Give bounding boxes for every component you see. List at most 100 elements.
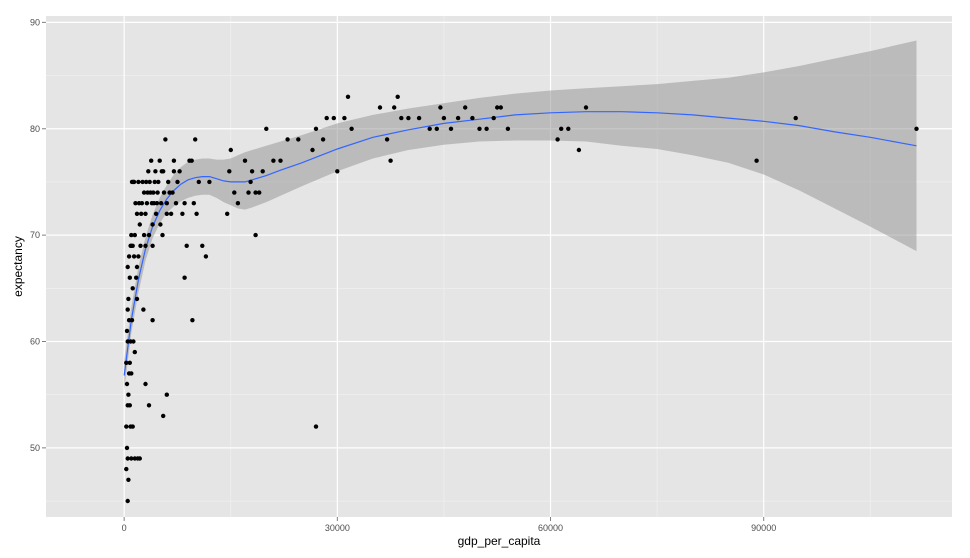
data-point xyxy=(342,115,347,121)
data-point xyxy=(126,296,131,302)
data-point xyxy=(180,211,185,216)
x-axis-ticks: 0 30000 60000 90000 xyxy=(122,517,776,533)
data-point xyxy=(455,115,461,121)
data-point xyxy=(163,137,168,142)
data-point xyxy=(260,169,265,174)
data-point xyxy=(125,307,130,312)
data-point xyxy=(253,190,258,195)
data-point xyxy=(249,169,255,174)
data-point xyxy=(246,190,251,195)
data-point xyxy=(141,232,147,238)
data-point xyxy=(126,254,132,259)
data-point xyxy=(140,179,145,185)
data-point xyxy=(193,137,198,142)
data-point xyxy=(125,264,130,270)
data-point xyxy=(477,126,482,131)
data-point xyxy=(177,169,182,174)
data-point xyxy=(126,477,131,482)
data-point xyxy=(189,158,194,163)
data-point xyxy=(253,232,258,238)
data-point xyxy=(225,211,230,216)
data-point xyxy=(161,413,166,419)
data-point xyxy=(448,126,454,131)
x-tick-label: 30000 xyxy=(325,523,350,533)
data-point xyxy=(388,158,393,163)
data-point xyxy=(125,456,130,461)
data-point xyxy=(384,137,390,142)
data-point xyxy=(257,190,262,195)
data-point xyxy=(171,158,177,163)
data-point xyxy=(399,115,404,121)
data-point xyxy=(134,211,140,216)
data-point xyxy=(232,190,237,195)
data-point xyxy=(200,243,205,248)
data-point xyxy=(124,360,129,365)
data-point xyxy=(161,190,167,195)
y-axis-ticks: 50 60 70 80 90 xyxy=(30,17,46,453)
data-point xyxy=(793,115,798,121)
data-point xyxy=(129,243,134,248)
data-point xyxy=(914,126,919,131)
data-point xyxy=(190,318,195,323)
data-point xyxy=(310,147,315,153)
data-point xyxy=(470,115,475,121)
x-tick-label: 60000 xyxy=(538,523,563,533)
data-point xyxy=(161,169,166,174)
data-point xyxy=(491,115,496,121)
data-point xyxy=(285,137,290,142)
data-point xyxy=(175,179,180,185)
data-point xyxy=(129,318,135,323)
data-point xyxy=(124,328,130,334)
data-point xyxy=(345,94,351,100)
data-point xyxy=(127,360,132,365)
data-point xyxy=(129,371,134,376)
data-point xyxy=(138,243,143,248)
data-point xyxy=(191,201,196,206)
data-point xyxy=(141,190,147,195)
data-point xyxy=(144,179,149,185)
data-point xyxy=(126,392,131,397)
data-point xyxy=(133,201,138,206)
data-point xyxy=(154,201,160,206)
data-point xyxy=(271,158,276,163)
y-tick-label: 60 xyxy=(30,336,40,346)
y-axis-title: expectancy xyxy=(11,236,25,297)
data-point xyxy=(136,254,141,259)
data-point xyxy=(164,211,169,216)
data-point xyxy=(130,286,135,291)
data-point xyxy=(168,211,174,216)
data-point xyxy=(559,126,564,131)
data-point xyxy=(583,105,589,110)
data-point xyxy=(235,201,241,206)
x-tick-label: 0 xyxy=(122,523,127,533)
data-point xyxy=(566,126,571,131)
data-point xyxy=(498,105,503,110)
data-point xyxy=(463,105,468,110)
y-tick-label: 50 xyxy=(30,443,40,453)
data-point xyxy=(248,179,253,185)
data-point xyxy=(349,126,354,131)
data-point xyxy=(153,169,158,174)
data-point xyxy=(441,115,447,121)
data-point xyxy=(143,243,148,248)
data-point xyxy=(754,158,759,163)
data-point xyxy=(129,232,134,238)
data-point xyxy=(127,403,132,408)
data-point xyxy=(141,307,146,312)
data-point xyxy=(150,243,155,248)
x-axis-title: gdp_per_capita xyxy=(458,534,541,548)
data-point xyxy=(146,169,151,174)
data-point xyxy=(182,201,187,206)
data-point xyxy=(320,137,326,142)
data-point xyxy=(313,126,319,131)
data-point xyxy=(196,179,201,185)
data-point xyxy=(124,445,130,451)
data-point xyxy=(130,424,135,429)
data-point xyxy=(137,456,142,461)
data-point xyxy=(151,190,156,195)
data-point xyxy=(170,190,175,195)
data-point xyxy=(156,179,161,185)
data-point xyxy=(377,105,383,110)
data-point xyxy=(296,137,301,142)
